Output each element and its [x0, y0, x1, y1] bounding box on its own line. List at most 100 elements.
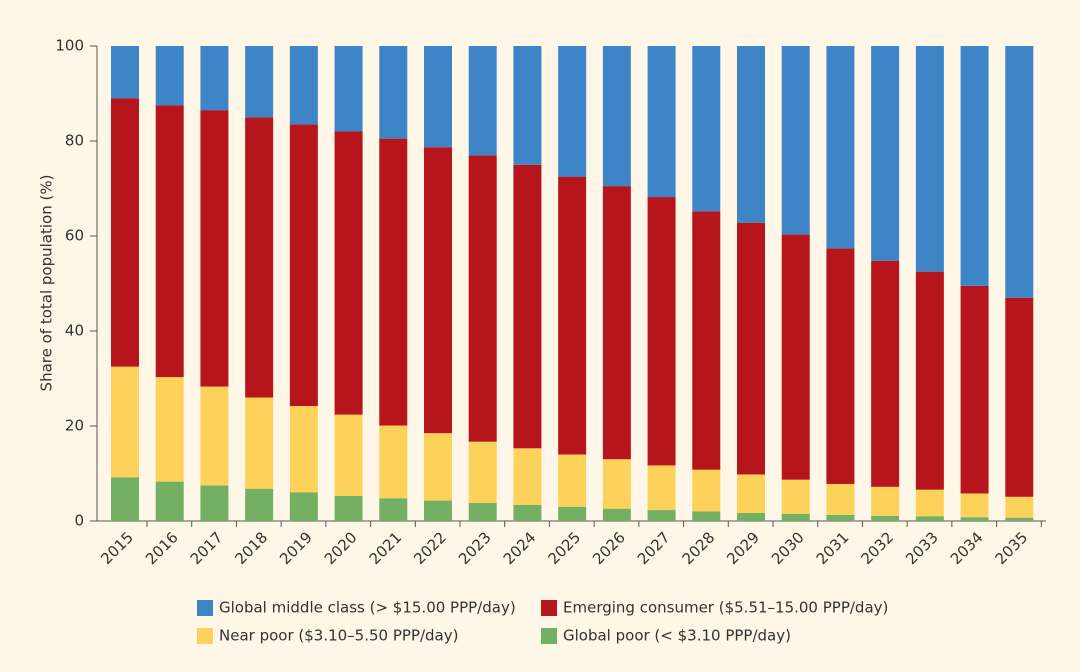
legend-swatch [197, 628, 213, 644]
bar-segment [245, 397, 274, 489]
bar-segment [245, 488, 274, 521]
bar-segment [960, 493, 989, 518]
bar-segment [692, 511, 721, 521]
bar-segment [468, 502, 497, 521]
bar-segment [111, 366, 139, 478]
bar-segment [111, 477, 139, 521]
bar-segment [1005, 297, 1034, 497]
bar-segment [513, 448, 542, 505]
bar-segment [155, 46, 184, 106]
bar-segment [200, 110, 229, 387]
bar-segment [915, 516, 944, 521]
y-tick-label: 60 [65, 227, 84, 245]
bar-segment [200, 46, 229, 111]
bar-segment [200, 386, 229, 486]
bar-segment [200, 485, 229, 521]
bar-segment [602, 508, 631, 521]
bar-segment [424, 46, 452, 148]
bar-segment [513, 46, 542, 165]
bar-segment [468, 46, 497, 156]
bar-segment [379, 498, 408, 521]
bar-segment [602, 46, 631, 187]
bar-segment [737, 46, 765, 223]
y-tick-label: 40 [65, 322, 84, 340]
bar-segment [245, 46, 274, 118]
bar-segment [558, 454, 587, 507]
bar-segment [960, 285, 989, 494]
bar-segment [871, 260, 900, 487]
bar-segment [424, 500, 452, 521]
bar-segment [513, 504, 542, 521]
bar-segment [692, 469, 721, 512]
legend-swatch [197, 600, 213, 616]
legend-swatch [541, 628, 557, 644]
bar-segment [379, 46, 408, 139]
bar-segment [468, 441, 497, 503]
bar-segment [826, 514, 855, 521]
legend-swatch [541, 600, 557, 616]
bar-segment [647, 46, 676, 198]
bar-segment [155, 105, 184, 378]
legend-label: Global middle class (> $15.00 PPP/day) [219, 599, 516, 617]
y-tick-label: 20 [65, 417, 84, 435]
legend-label: Near poor ($3.10–5.50 PPP/day) [219, 627, 458, 645]
legend-label: Global poor (< $3.10 PPP/day) [563, 627, 791, 645]
bar-segment [781, 513, 810, 521]
bar-segment [915, 46, 944, 272]
bar-segment [558, 506, 587, 521]
y-tick-label: 80 [65, 132, 84, 150]
bar-segment [960, 46, 989, 286]
bar-segment [289, 46, 318, 125]
y-axis-label: Share of total population (%) [38, 175, 56, 392]
bar-segment [379, 425, 408, 499]
y-tick-label: 0 [74, 512, 84, 530]
bar-segment [871, 46, 900, 261]
bar-segment [602, 186, 631, 460]
bar-segment [1005, 496, 1034, 518]
bar-segment [737, 474, 765, 513]
bar-segment [111, 46, 139, 99]
bar-segment [289, 124, 318, 407]
bar-segment [871, 486, 900, 516]
y-tick-label: 100 [55, 37, 84, 55]
bar-segment [737, 512, 765, 521]
bar-segment [781, 234, 810, 480]
bar-segment [513, 164, 542, 449]
bar-segment [289, 492, 318, 521]
bar-segment [468, 155, 497, 442]
bar-segment [424, 433, 452, 501]
bar-segment [960, 517, 989, 521]
bar-segment [826, 483, 855, 515]
bar-segment [692, 46, 721, 212]
bar-segment [155, 481, 184, 521]
bar-segment [737, 222, 765, 475]
bar-segment [692, 211, 721, 470]
bar-segment [915, 271, 944, 490]
bar-segment [647, 510, 676, 521]
bar-segment [1005, 517, 1034, 521]
bar-segment [826, 248, 855, 484]
bar-segment [647, 197, 676, 466]
bar-segment [155, 377, 184, 482]
bar-segment [289, 406, 318, 493]
bar-segment [379, 138, 408, 426]
bar-segment [781, 46, 810, 235]
bar-segment [558, 46, 587, 177]
bar-segment [647, 465, 676, 511]
bar-segment [826, 46, 855, 249]
bar-segment [111, 98, 139, 367]
bar-segment [558, 176, 587, 455]
legend-label: Emerging consumer ($5.51–15.00 PPP/day) [563, 599, 888, 617]
bar-segment [334, 46, 363, 132]
bar-segment [602, 459, 631, 509]
bar-segment [1005, 46, 1034, 298]
bar-segment [915, 489, 944, 517]
bar-segment [781, 479, 810, 514]
bar-segment [334, 131, 363, 415]
bar-segment [871, 515, 900, 521]
bar-segment [334, 495, 363, 521]
bar-segment [245, 117, 274, 398]
bar-segment [334, 414, 363, 496]
bar-segment [424, 147, 452, 434]
